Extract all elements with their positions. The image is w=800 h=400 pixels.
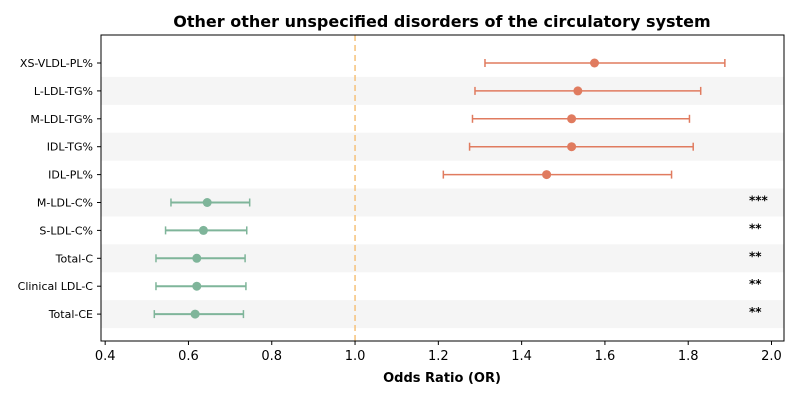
or-point <box>190 309 200 319</box>
significance-mark: ** <box>749 221 762 235</box>
row-label: Clinical LDL-C <box>18 280 94 293</box>
x-tick-label: 1.8 <box>678 349 699 364</box>
row-label: IDL-PL% <box>48 169 93 182</box>
row-label: IDL-TG% <box>47 141 93 154</box>
significance-mark: ** <box>749 249 762 263</box>
significance-labels: *********** <box>749 194 769 320</box>
x-tick-label: 2.0 <box>761 349 782 364</box>
row-label: L-LDL-TG% <box>34 85 93 98</box>
or-point <box>192 281 202 291</box>
or-point <box>567 142 577 152</box>
significance-mark: *** <box>749 194 769 208</box>
x-tick-label: 1.2 <box>428 349 449 364</box>
or-point <box>198 225 208 235</box>
row-label: M-LDL-TG% <box>30 113 93 126</box>
x-tick-label: 1.4 <box>511 349 532 364</box>
row-label: Total-C <box>55 252 94 265</box>
plot-frame <box>100 34 785 342</box>
chart-title: Other other unspecified disorders of the… <box>173 12 710 31</box>
x-axis-ticks: 0.4 0.6 0.8 1.0 1.2 1.4 1.6 1.8 2.0 <box>95 341 782 364</box>
or-point <box>573 86 583 96</box>
category-labels: XS-VLDL-PL% L-LDL-TG% M-LDL-TG% IDL-TG% IDL-… <box>18 57 101 321</box>
x-tick-label: 1.6 <box>595 349 616 364</box>
x-tick-label: 0.6 <box>178 349 199 364</box>
x-tick-label: 1.0 <box>345 349 366 364</box>
or-point <box>542 170 552 180</box>
row-label: M-LDL-C% <box>37 197 93 210</box>
x-tick-label: 0.8 <box>261 349 282 364</box>
or-point <box>567 114 577 124</box>
x-tick-label: 0.4 <box>95 349 116 364</box>
row-label: XS-VLDL-PL% <box>20 57 93 70</box>
significance-mark: ** <box>749 277 762 291</box>
or-point <box>590 58 600 68</box>
x-axis-label: Odds Ratio (OR) <box>383 371 501 386</box>
or-point <box>202 198 212 207</box>
row-label: Total-CE <box>48 308 93 321</box>
row-label: S-LDL-C% <box>39 224 93 237</box>
significance-mark: ** <box>749 305 762 319</box>
or-point <box>192 253 202 263</box>
estimate-marks <box>153 58 726 319</box>
